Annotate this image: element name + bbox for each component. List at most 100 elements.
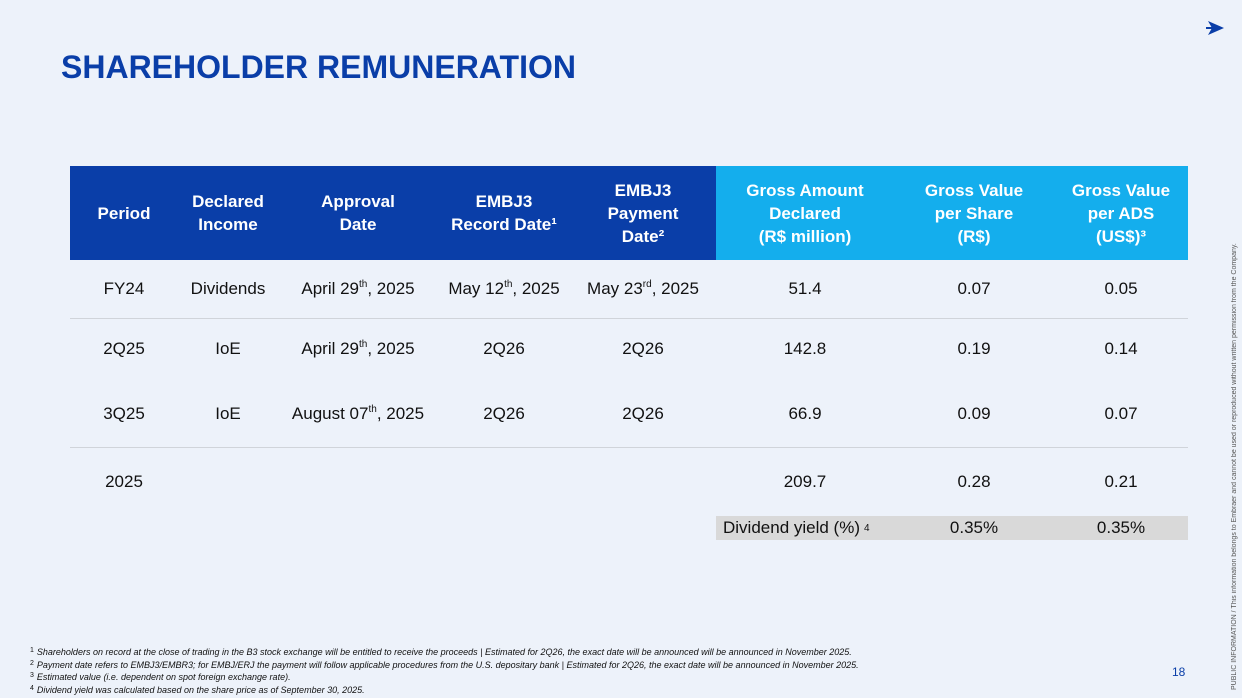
yield-value: 0.35%: [1096, 518, 1146, 537]
table-cell: 0.09: [957, 403, 991, 423]
header-line: EMBJ3: [475, 192, 533, 211]
date-part: th: [504, 279, 513, 290]
yield-mark: 4: [864, 522, 870, 534]
table-cell: 2Q26: [483, 403, 525, 423]
date-part: , 2025: [367, 339, 415, 358]
date-part: th: [359, 279, 368, 290]
footnote-mark: 1: [30, 647, 34, 654]
date-part: , 2025: [376, 403, 425, 423]
table-cell: IoE: [215, 339, 241, 358]
date-part: th: [359, 339, 368, 350]
row-rule: [70, 318, 1188, 319]
header-cell: Declared Income: [178, 166, 278, 260]
header-line: per Share: [934, 203, 1014, 223]
table-cell: IoE: [215, 403, 241, 423]
table-cell: 0.21: [1104, 472, 1138, 491]
table-cell: FY24: [103, 279, 145, 298]
header-cell: Gross Value per Share (R$): [894, 166, 1054, 260]
header-line: per ADS: [1087, 203, 1155, 223]
title: SHAREHOLDER REMUNERATION: [61, 49, 576, 85]
table-cell: Dividends: [190, 279, 266, 298]
classification: PUBLIC INFORMATION: [1231, 614, 1238, 690]
footnote: 4 Dividend yield was calculated based on …: [30, 685, 365, 695]
date-part: , 2025: [367, 279, 415, 298]
footnote: 2 Payment date refers to EMBJ3/EMBR3; for…: [30, 660, 859, 670]
header-line: Gross Value: [924, 180, 1024, 200]
footnote: 3 Estimated value (i.e. dependent on spot…: [30, 672, 291, 682]
table-cell: 0.14: [1104, 339, 1138, 358]
date: May 12th, 2025: [448, 279, 559, 299]
header-line: (R$): [957, 226, 991, 246]
header-line: Declared: [192, 192, 264, 211]
table-cell: 209.7: [783, 472, 827, 491]
footnote-mark: 2: [30, 659, 34, 667]
logo: [1206, 21, 1224, 35]
footnote-mark: 4: [30, 684, 34, 692]
table-cell: 2Q25: [103, 339, 145, 358]
table-cell: May 23rd, 2025: [570, 260, 716, 318]
side-note: PUBLIC INFORMATION / This information be…: [1231, 243, 1238, 690]
header-line: Approval: [321, 192, 395, 211]
footnote-text: Shareholders on record at the close of t…: [36, 647, 852, 657]
table-cell: 2025: [105, 472, 143, 491]
row-rule: [70, 447, 1188, 448]
date-part: , 2025: [651, 279, 699, 298]
date: April 29th, 2025: [301, 339, 414, 359]
footnote: 1 Shareholders on record at the close of …: [30, 647, 852, 657]
date-part: May 12: [448, 279, 505, 298]
header-line: Payment: [607, 203, 679, 223]
page-number: 18: [1172, 665, 1186, 679]
table-cell: 0.28: [957, 472, 991, 491]
table-cell: 3Q25: [103, 403, 145, 423]
yield-label: Dividend yield (%) 4: [716, 516, 894, 540]
table-cell: May 12th, 2025: [438, 260, 570, 318]
footnote-text: Estimated value (i.e. dependent on spot …: [36, 672, 291, 682]
header-line: (R$ million): [758, 226, 852, 246]
footnote-mark: 3: [30, 672, 34, 679]
table-cell: 66.9: [788, 403, 822, 423]
header-line: EMBJ3: [614, 180, 672, 200]
header-band-light: [716, 166, 1188, 260]
header-line: Gross Value: [1071, 180, 1171, 200]
table-cell: 2Q26: [622, 403, 664, 423]
header-cell: EMBJ3 Record Date¹: [438, 166, 570, 260]
table-cell: August 07th, 2025: [278, 380, 438, 447]
header-line: Gross Amount: [746, 180, 864, 200]
header-line: Income: [198, 215, 258, 234]
header-cell: Gross Value per ADS (US$)³: [1054, 166, 1188, 260]
header-line: Declared: [769, 203, 841, 223]
header-line: Record Date¹: [451, 215, 557, 234]
table-cell: 142.8: [783, 339, 827, 358]
header-cell: EMBJ3 Payment Date²: [570, 166, 716, 260]
yield-value: 0.35%: [949, 518, 999, 537]
header-cell: Approval Date: [278, 166, 438, 260]
table-cell: 0.05: [1104, 279, 1138, 298]
header-line: Date: [339, 215, 377, 234]
header-line: Period: [97, 203, 151, 223]
yield-band: [716, 516, 1188, 540]
header-cell: Gross Amount Declared (R$ million): [716, 166, 894, 260]
footnote-text: Dividend yield was calculated based on t…: [36, 684, 365, 695]
header-cell: Period: [70, 166, 178, 260]
date: August 07th, 2025: [292, 404, 424, 424]
header-line: Date²: [621, 226, 665, 246]
header-band-dark: [70, 166, 716, 260]
date-part: th: [368, 403, 377, 415]
table-cell: 2Q26: [622, 339, 664, 358]
table-cell: April 29th, 2025: [278, 318, 438, 380]
table-cell: 2Q26: [483, 339, 525, 358]
footnote-text: Payment date refers to EMBJ3/EMBR3; for …: [36, 659, 859, 670]
table-cell: April 29th, 2025: [278, 260, 438, 318]
date-part: April 29: [301, 339, 360, 358]
table-cell: 0.19: [957, 339, 991, 358]
table-cell: 0.07: [1104, 403, 1138, 423]
table-cell: 51.4: [788, 279, 822, 298]
date-part: August 07: [291, 403, 369, 423]
date: April 29th, 2025: [301, 279, 414, 299]
header-line: (US$)³: [1095, 226, 1147, 246]
table-cell: 0.07: [957, 279, 991, 298]
date-part: , 2025: [512, 279, 560, 298]
date-part: May 23: [587, 279, 643, 298]
disclaimer: This information belongs to Embraer and …: [1231, 243, 1238, 609]
